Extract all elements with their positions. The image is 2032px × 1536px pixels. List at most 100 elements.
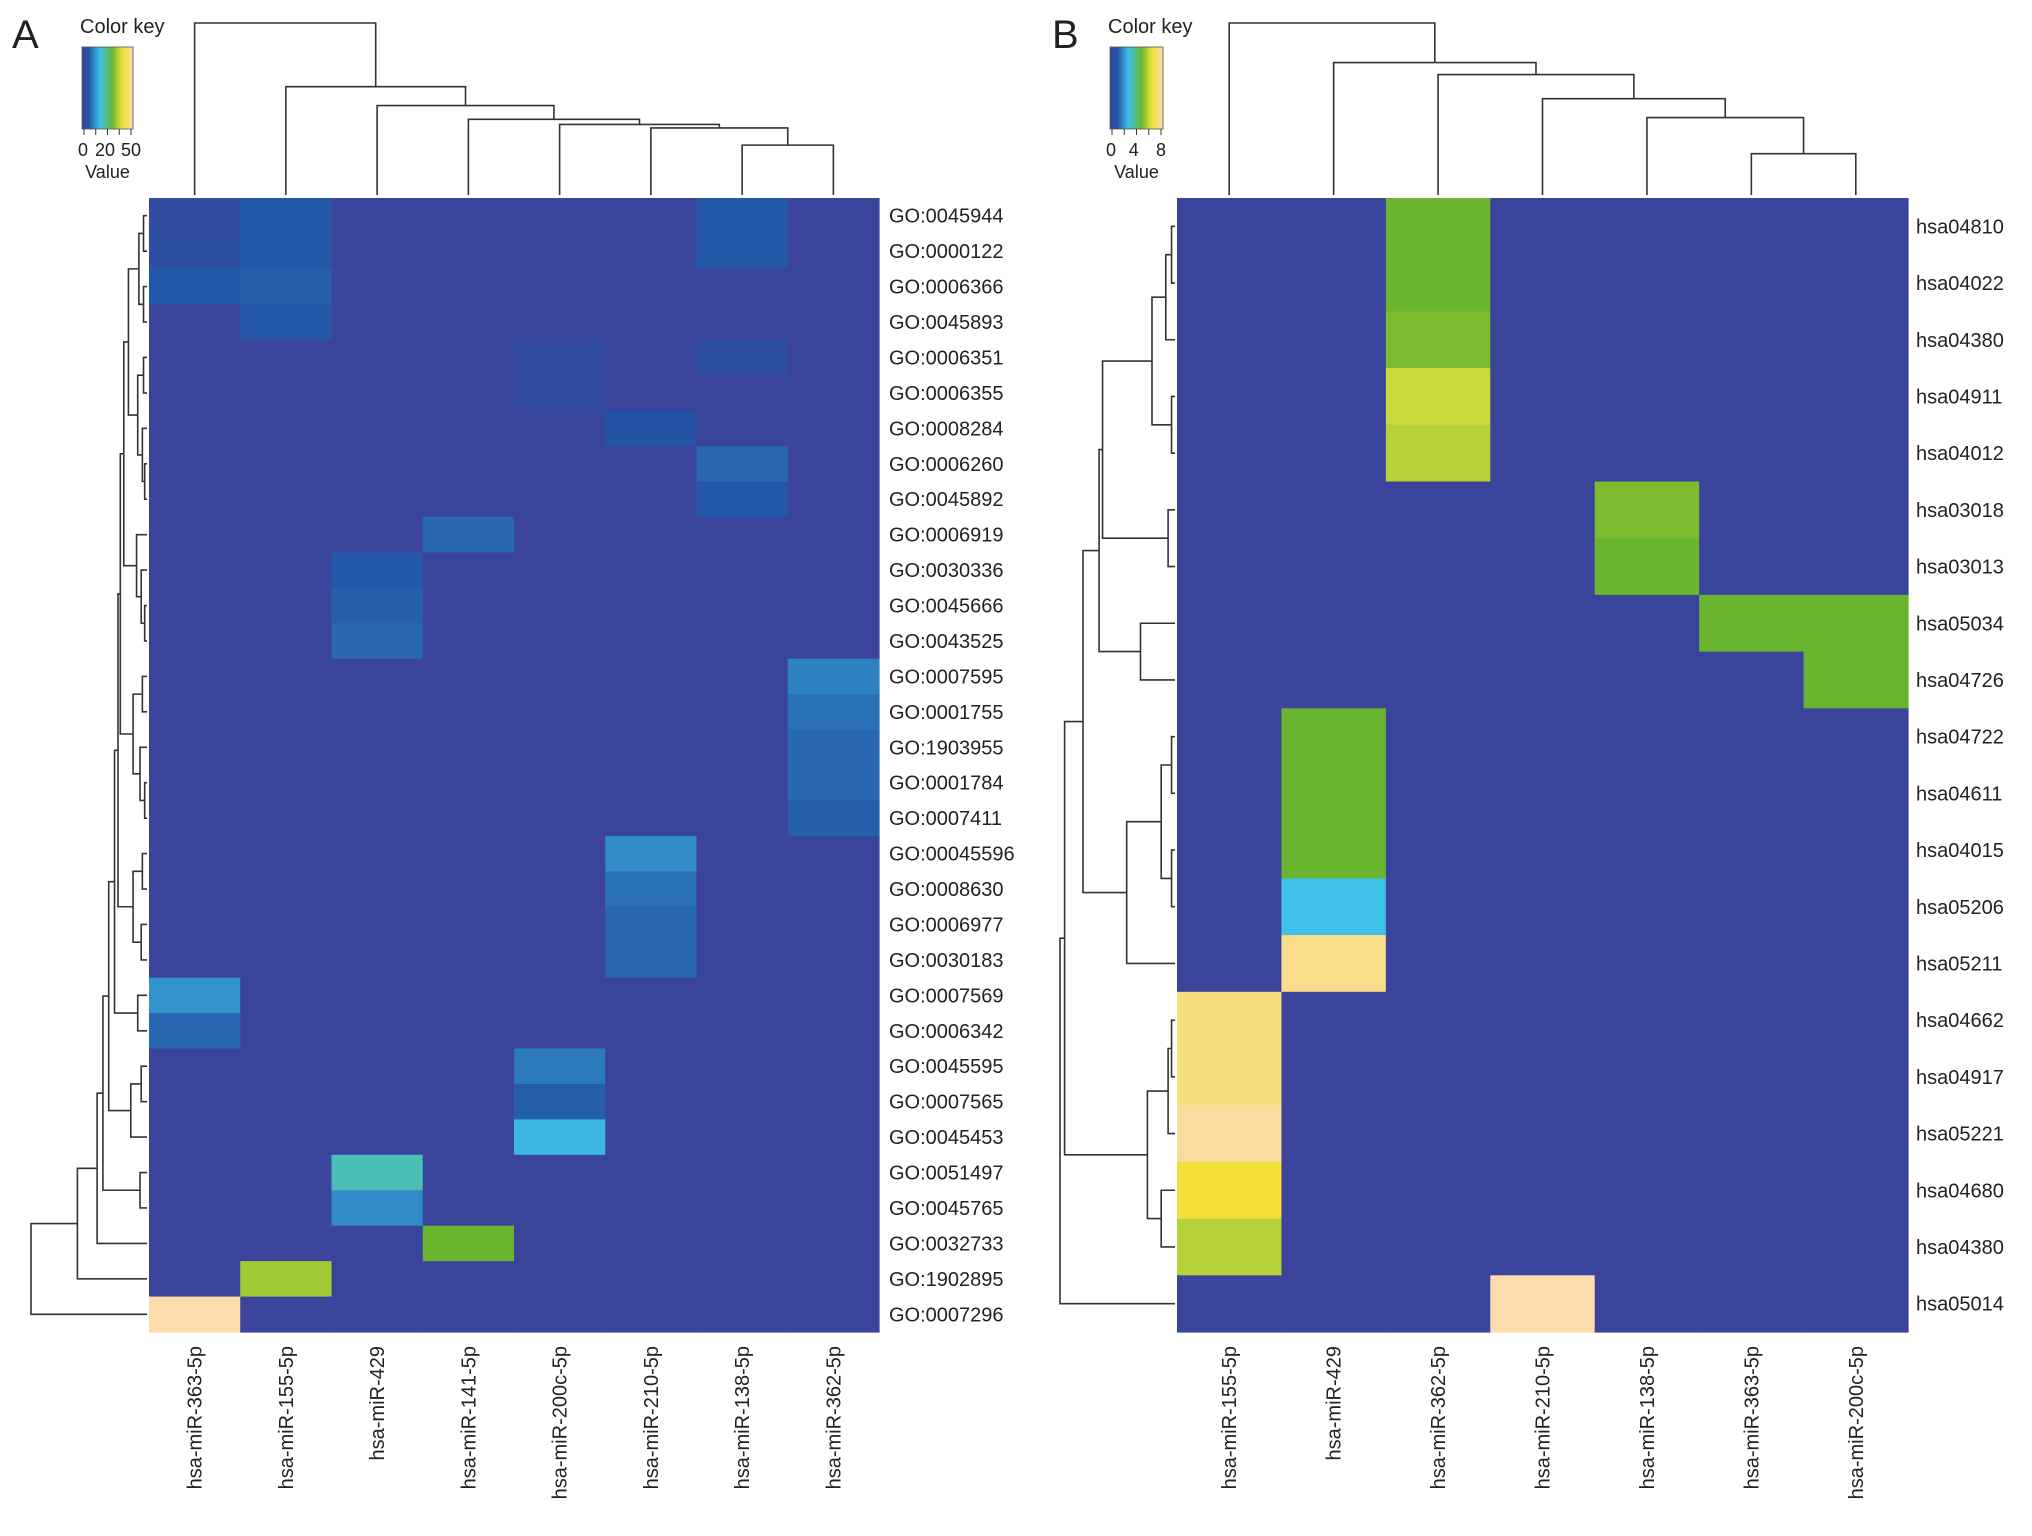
heatmap-cell: [240, 1190, 333, 1227]
color-key-swatch: [1115, 47, 1118, 129]
row-label: GO:0030336: [889, 560, 1004, 582]
row-label: hsa04611: [1916, 783, 2002, 805]
color-key-swatch: [83, 47, 86, 129]
heatmap-cell: [1699, 651, 1805, 709]
heatmap-cell: [422, 375, 515, 412]
heatmap-cell: [1385, 198, 1491, 256]
color-key-swatch: [93, 47, 97, 129]
heatmap-cell: [1490, 1105, 1596, 1163]
heatmap-cell: [696, 552, 789, 589]
heatmap-cell: [1177, 254, 1283, 312]
row-dendrogram-branch: [96, 1092, 147, 1245]
column-label: hsa-miR-200c-5p: [550, 1346, 572, 1499]
heatmap-cell: [240, 304, 333, 341]
heatmap-cell: [240, 1013, 333, 1050]
color-key-swatch: [1143, 47, 1146, 129]
heatmap-cell: [787, 1013, 880, 1050]
heatmap-cell: [422, 1261, 515, 1298]
heatmap-cell: [1699, 368, 1805, 426]
heatmap-cell: [149, 198, 241, 235]
color-key-swatch: [1161, 47, 1164, 129]
heatmap-cell: [514, 906, 606, 943]
color-key-swatch: [116, 47, 119, 129]
heatmap-cell: [1594, 651, 1700, 709]
row-dendrogram-branch: [142, 285, 147, 323]
column-label: hsa-miR-141-5p: [458, 1346, 480, 1489]
heatmap-cell: [1803, 424, 1909, 483]
color-key-swatch: [1127, 47, 1130, 129]
color-key-swatch: [1145, 47, 1148, 129]
heatmap-cell: [696, 1083, 789, 1120]
heatmap-cell: [331, 233, 424, 270]
heatmap-cell: [696, 694, 789, 731]
heatmap-cell: [1177, 198, 1283, 256]
heatmap-cell: [149, 1119, 241, 1156]
column-dendrogram-branch: [1228, 22, 1436, 195]
heatmap-cell: [1177, 1105, 1283, 1163]
heatmap-cell: [787, 1296, 880, 1333]
heatmap-cell: [1177, 935, 1283, 993]
row-dendrogram-branch: [141, 675, 147, 713]
heatmap-cell: [1281, 1048, 1387, 1106]
color-key-swatch: [1113, 47, 1116, 129]
heatmap-cell: [331, 1083, 424, 1120]
heatmap-cell: [149, 623, 241, 660]
heatmap-cell: [1490, 651, 1596, 709]
row-dendrogram-branch: [1167, 509, 1175, 568]
heatmap-cell: [149, 694, 241, 731]
row-label: GO:0045666: [889, 596, 1004, 618]
heatmap-cell: [605, 552, 698, 589]
color-key-title: Color key: [80, 16, 164, 38]
row-dendrogram-branch: [76, 1167, 147, 1280]
heatmap-cell: [605, 1083, 698, 1120]
heatmap-cell: [696, 765, 789, 802]
color-key-swatch: [1110, 47, 1113, 129]
heatmap-cell: [331, 375, 424, 412]
heatmap-cell: [605, 977, 698, 1014]
row-dendrogram-branch: [1170, 735, 1175, 795]
heatmap-cell: [1177, 1218, 1283, 1276]
heatmap-cell: [422, 800, 515, 837]
heatmap-cell: [1803, 538, 1909, 596]
heatmap-cell: [331, 658, 424, 695]
column-label: hsa-miR-362-5p: [823, 1346, 845, 1489]
row-label: hsa03013: [1916, 557, 2004, 579]
row-dendrogram-branch: [107, 880, 131, 1112]
heatmap-cell: [1281, 1105, 1387, 1163]
heatmap-cell: [240, 1119, 333, 1156]
heatmap-cell: [787, 552, 880, 589]
heatmap-cell: [331, 906, 424, 943]
heatmap-cell: [1594, 424, 1700, 483]
row-dendrogram-branch: [1160, 764, 1172, 880]
color-key-swatch: [99, 47, 102, 129]
heatmap-cell: [149, 977, 241, 1014]
heatmap-cell: [240, 1154, 333, 1191]
heatmap-cell: [331, 587, 424, 624]
heatmap-cell: [1594, 708, 1700, 766]
heatmap-cell: [1699, 481, 1805, 539]
heatmap-cell: [1594, 198, 1700, 256]
heatmap-cell: [787, 339, 880, 376]
heatmap-cell: [514, 800, 606, 837]
heatmap-cell: [1281, 651, 1387, 709]
heatmap-cell: [422, 729, 515, 766]
heatmap-cell: [149, 1154, 241, 1191]
color-key-swatch: [114, 47, 117, 129]
heatmap-cell: [514, 623, 606, 660]
heatmap-cell: [1594, 594, 1700, 653]
row-label: GO:0045893: [889, 312, 1004, 334]
heatmap-cell: [1699, 254, 1805, 312]
heatmap-cell: [696, 1048, 789, 1085]
heatmap-cell: [240, 1083, 333, 1120]
color-key-swatch: [100, 47, 103, 129]
heatmap-cell: [514, 1225, 606, 1262]
color-key-swatch: [112, 47, 115, 129]
heatmap-cell: [422, 1119, 515, 1156]
heatmap-cell: [1281, 935, 1387, 993]
heatmap-cell: [422, 552, 515, 589]
heatmap-cell: [787, 410, 880, 447]
heatmap-cell: [1803, 1218, 1909, 1276]
heatmap-cell: [1803, 708, 1909, 766]
